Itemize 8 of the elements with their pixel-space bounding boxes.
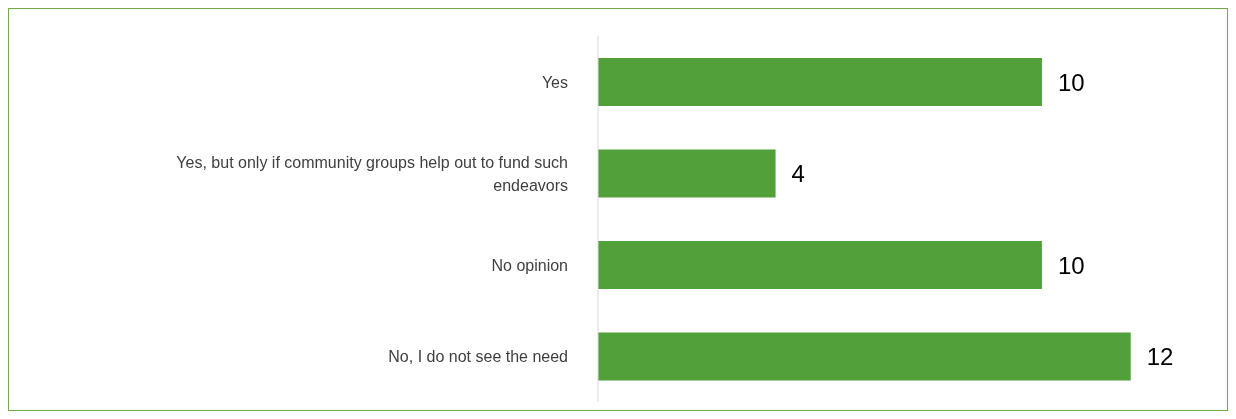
data-label: 12: [1146, 343, 1174, 371]
y-tick-label: Yes, but only if community groups help out to fund such endeavors: [176, 153, 568, 194]
data-label: 4: [791, 160, 805, 188]
y-tick-label: No opinion: [491, 256, 568, 274]
data-label: 10: [1057, 68, 1085, 96]
data-label: 10: [1057, 251, 1085, 279]
y-tick-label: No, I do not see the need: [388, 347, 568, 365]
y-tick-label: Yes: [541, 73, 568, 91]
